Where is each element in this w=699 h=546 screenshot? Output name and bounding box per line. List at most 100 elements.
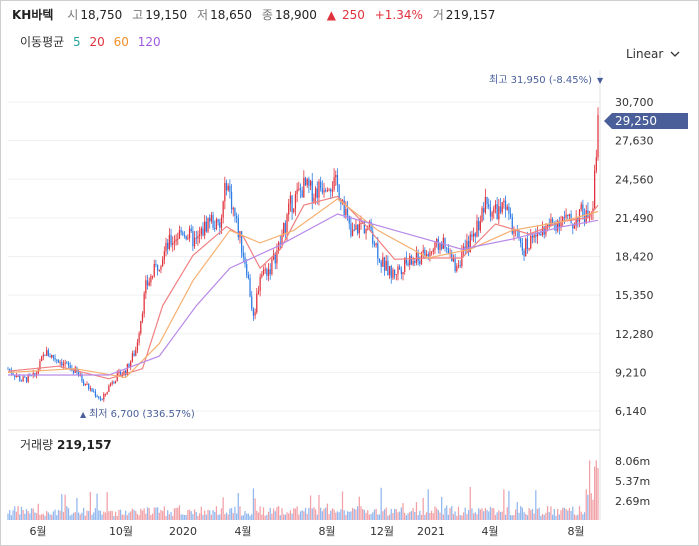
candle-body [523, 250, 525, 257]
ma120-line [8, 213, 599, 376]
volume-bar [77, 512, 80, 520]
scale-selector[interactable]: Linear [626, 47, 680, 61]
volume-bars [7, 460, 599, 520]
candle-body [155, 263, 157, 265]
candle-body [572, 223, 574, 229]
volume-bar [383, 509, 386, 520]
volume-bar [331, 508, 334, 520]
candle-body [474, 233, 476, 237]
volume-bar [136, 513, 139, 520]
candle-body [583, 215, 586, 224]
volume-bar [9, 510, 11, 520]
low-label: 저 [197, 8, 209, 22]
volume-bar [96, 493, 98, 520]
volume-bar [442, 514, 444, 520]
volume-bar [350, 511, 352, 520]
volume-bar [557, 508, 559, 520]
volume-bar [91, 514, 93, 520]
ma-120[interactable]: 120 [137, 35, 161, 49]
candle-body [316, 188, 318, 198]
candle-body [353, 229, 355, 231]
volume-bar [392, 512, 394, 520]
candle-body [417, 252, 419, 262]
candle-body [338, 185, 340, 200]
ma-5[interactable]: 5 [73, 35, 81, 49]
volume-bar [99, 510, 102, 520]
candle-body [531, 235, 534, 238]
volume-bar [247, 513, 249, 520]
candle-body [7, 368, 9, 370]
candle-body [513, 229, 515, 234]
volume-bar [261, 514, 263, 520]
volume-bar [61, 494, 63, 520]
candle-body [348, 215, 350, 224]
volume-bar [582, 514, 584, 520]
volume-bar [540, 515, 542, 520]
volume-bar [81, 512, 83, 520]
candle-body [567, 214, 569, 216]
candle-body [163, 251, 165, 260]
volume-bar [525, 514, 527, 520]
volume-bar [548, 512, 550, 520]
volume-bar [338, 512, 340, 520]
chevron-down-icon [670, 51, 680, 57]
volume-bar [207, 509, 209, 520]
ma-20[interactable]: 20 [89, 35, 105, 49]
candle-body [251, 296, 253, 309]
candle-body [395, 274, 397, 276]
candle-body [230, 191, 233, 210]
volume-bar [148, 508, 150, 520]
volume-bar [565, 508, 567, 520]
volume-bar [357, 506, 359, 520]
candle-body [15, 376, 18, 378]
volume-bar [130, 511, 132, 520]
volume-bar [252, 488, 255, 520]
ma-label: 이동평균 [20, 35, 65, 49]
high-marker-pct: (-8.45%) [549, 75, 592, 86]
candle-body [442, 237, 444, 249]
volume-bar [232, 513, 234, 520]
ma-60[interactable]: 60 [113, 35, 129, 49]
candle-body [42, 354, 44, 357]
volume-bar [427, 489, 429, 520]
volume-bar [400, 507, 402, 520]
candle-body [136, 342, 139, 351]
candle-body [183, 234, 186, 236]
volume-bar [235, 513, 238, 520]
candle-body [481, 208, 483, 222]
candle-body [177, 238, 179, 240]
volume-bar [93, 512, 95, 520]
candle-body [573, 225, 576, 229]
volume-bar [457, 506, 460, 520]
candle-body [494, 204, 497, 209]
candle-body [377, 243, 379, 259]
candle-body [256, 293, 258, 313]
volume-bar [515, 509, 517, 520]
candle-body [298, 188, 300, 190]
candle-body [158, 269, 160, 271]
volume-bar [528, 508, 530, 520]
candle-body [585, 210, 587, 224]
volume-bar [358, 496, 360, 520]
candle-body [565, 214, 567, 218]
candle-body [509, 213, 512, 218]
volume-bar [89, 492, 91, 520]
volume-bar [35, 513, 38, 520]
candle-body [59, 362, 61, 364]
price-tick-label: 6,140 [615, 405, 647, 418]
candle-body [56, 359, 58, 361]
volume-bar [326, 503, 329, 520]
volume-bar [128, 512, 130, 520]
volume-bar [74, 512, 76, 520]
volume-bar [526, 515, 529, 520]
candle-body [32, 373, 34, 376]
candle-body [424, 249, 426, 256]
candle-body [51, 354, 53, 358]
candle-body [304, 177, 307, 186]
candle-body [320, 181, 322, 189]
candle-body [382, 257, 384, 267]
volume-bar [230, 508, 233, 520]
candle-body [557, 220, 559, 231]
volume-bar [220, 508, 223, 520]
